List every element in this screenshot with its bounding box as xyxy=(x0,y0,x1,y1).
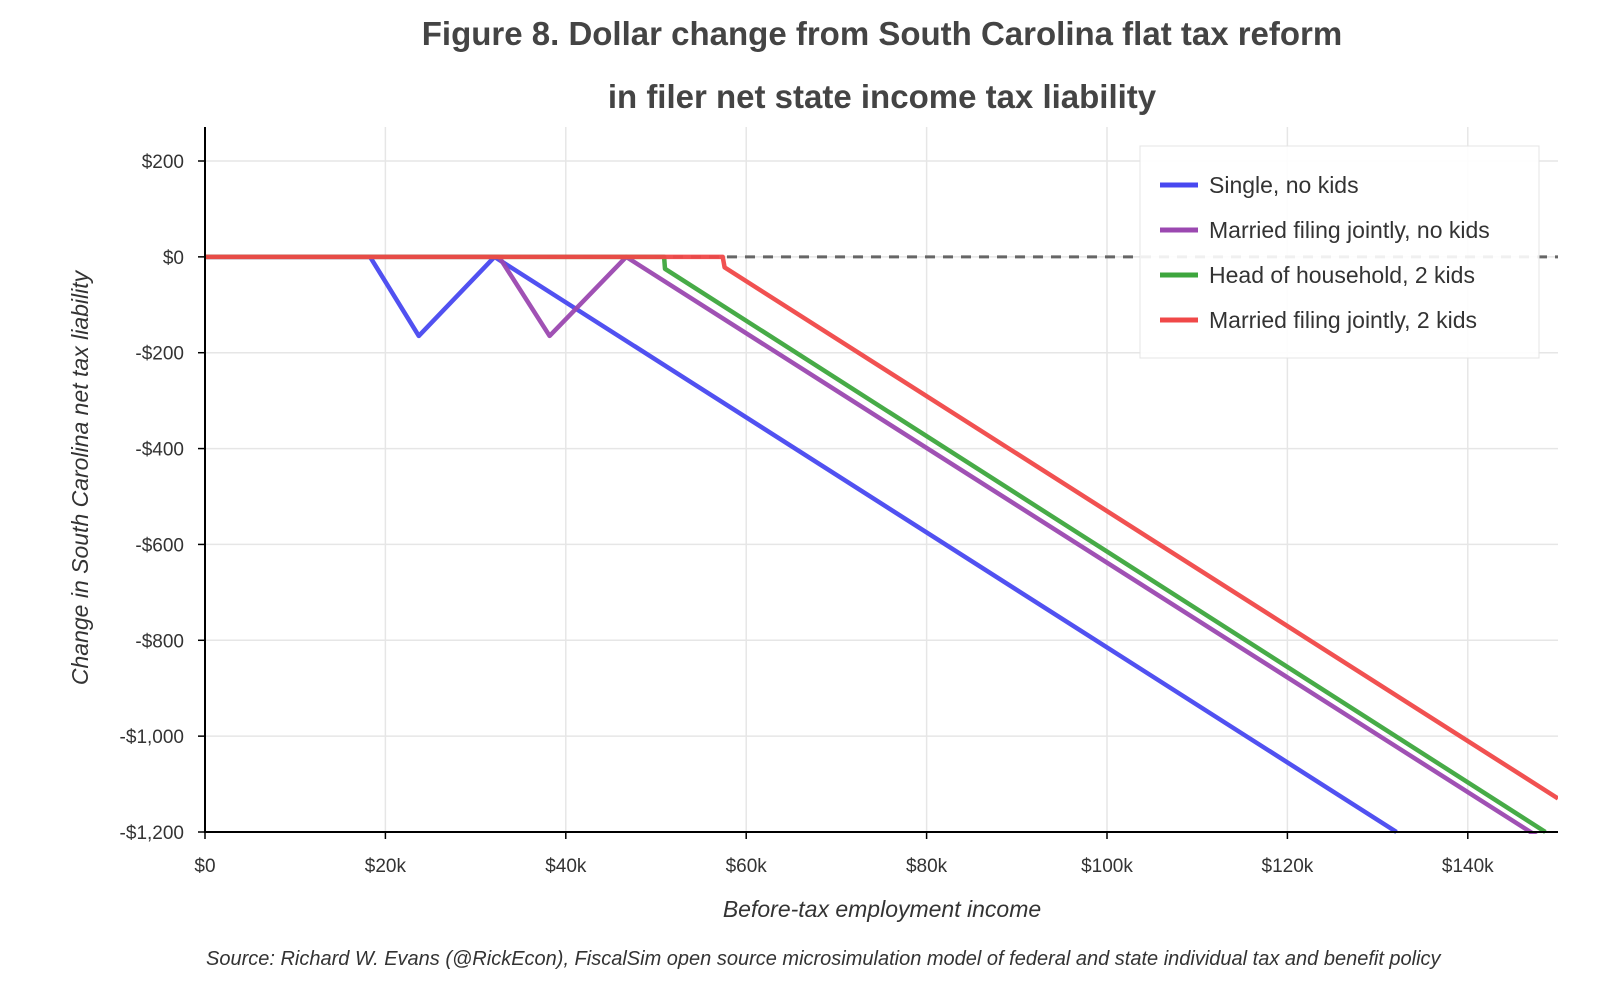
legend-label-2: Married filing jointly, no kids xyxy=(1209,217,1490,243)
x-tick-label-3: $60k xyxy=(726,856,768,877)
legend-box xyxy=(1139,145,1540,359)
x-tick-label-1: $20k xyxy=(365,856,407,877)
x-tick-label-2: $40k xyxy=(545,856,587,877)
x-tick-label-0: $0 xyxy=(194,856,215,877)
y-tick-label-5: -$800 xyxy=(135,631,184,652)
x-tick-label-4: $80k xyxy=(906,856,948,877)
y-axis-ticks: $200 $0 -$200 -$400 -$600 -$800 -$1,000 -$1,200 xyxy=(120,152,205,844)
series-line-4 xyxy=(205,254,1558,801)
x-tick-label-6: $120k xyxy=(1262,856,1314,877)
chart-title-line-2: in filer net state income tax liability xyxy=(608,78,1157,115)
source-note: Source: Richard W. Evans (@RickEcon), Fi… xyxy=(206,948,1442,970)
chart-title-line-1: Figure 8. Dollar change from South Carol… xyxy=(422,15,1343,52)
legend-label-1: Single, no kids xyxy=(1209,172,1359,198)
y-tick-label-7: -$1,200 xyxy=(120,823,184,844)
y-axis-label: Change in South Carolina net tax liabili… xyxy=(67,269,93,685)
legend-label-4: Married filing jointly, 2 kids xyxy=(1209,307,1477,333)
axes xyxy=(204,127,1558,833)
y-tick-label-3: -$400 xyxy=(135,440,184,461)
y-tick-label-4: -$600 xyxy=(135,535,184,556)
legend-label-3: Head of household, 2 kids xyxy=(1209,262,1475,288)
y-tick-label-0: $200 xyxy=(142,152,184,173)
x-axis-ticks: $0 $20k $40k $60k $80k $100k $120k $140k xyxy=(194,832,1494,877)
series-lines xyxy=(205,254,1558,834)
y-tick-label-6: -$1,000 xyxy=(120,727,184,748)
x-tick-label-5: $100k xyxy=(1081,856,1133,877)
y-tick-label-2: -$200 xyxy=(135,344,184,365)
x-tick-label-7: $140k xyxy=(1442,856,1494,877)
x-axis-label: Before-tax employment income xyxy=(723,896,1041,922)
legend: Single, no kids Married filing jointly, n… xyxy=(1139,145,1540,359)
y-tick-label-1: $0 xyxy=(163,248,184,269)
